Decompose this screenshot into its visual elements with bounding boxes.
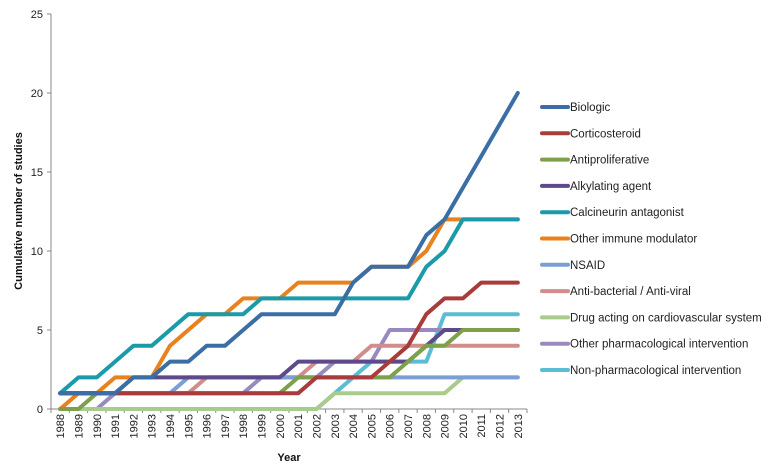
- legend-label-anti-bacterial-anti-viral: Anti-bacterial / Anti-viral: [570, 286, 691, 298]
- legend-label-drug-acting-on-cardiovascular-system: Drug acting on cardiovascular system: [570, 312, 762, 324]
- x-tick-label: 1988: [55, 414, 67, 438]
- x-tick-label: 2000: [275, 414, 287, 438]
- x-tick-label: 2013: [513, 414, 525, 438]
- series-lines: [58, 91, 520, 411]
- series-line-corticosteroid: [58, 280, 520, 396]
- x-tick-label: 1994: [165, 414, 177, 438]
- y-tick-label: 20: [31, 88, 43, 100]
- y-tick-label: 0: [37, 404, 43, 416]
- y-axis-title: Cumulative number of studies: [13, 132, 25, 290]
- x-tick-label: 1999: [257, 414, 269, 438]
- y-tick-label: 25: [31, 9, 43, 21]
- x-tick-label: 2005: [366, 414, 378, 438]
- legend-label-nsaid: NSAID: [570, 260, 605, 272]
- x-tick-label: 2006: [385, 414, 397, 438]
- legend-label-corticosteroid: Corticosteroid: [570, 128, 641, 140]
- x-tick-label: 1992: [128, 414, 140, 438]
- x-tick-label: 1998: [238, 414, 250, 438]
- x-tick-label: 2007: [403, 414, 415, 438]
- x-tick-label: 1996: [202, 414, 214, 438]
- x-tick-label: 1993: [147, 414, 159, 438]
- x-tick-label: 2001: [293, 414, 305, 438]
- legend-label-other-pharmacological-intervention: Other pharmacological intervention: [570, 339, 748, 351]
- legend-label-calcineurin-antagonist: Calcineurin antagonist: [570, 207, 685, 219]
- y-tick-label: 5: [37, 325, 43, 337]
- y-tick-label: 10: [31, 246, 43, 258]
- x-tick-label: 2012: [495, 414, 507, 438]
- x-tick-label: 2010: [458, 414, 470, 438]
- y-tick-label: 15: [31, 167, 43, 179]
- x-tick-label: 2009: [440, 414, 452, 438]
- legend-label-antiproliferative: Antiproliferative: [570, 155, 649, 167]
- series-line-drug-acting-on-cardiovascular-system: [58, 375, 520, 411]
- x-axis-title: Year: [277, 452, 301, 464]
- x-tick-label: 1989: [73, 414, 85, 438]
- x-tick-label: 1997: [220, 414, 232, 438]
- series-line-calcineurin-antagonist: [58, 217, 520, 396]
- legend: Biologic Corticosteroid Antiproliferative A…: [540, 102, 762, 377]
- x-tick-label: 1991: [110, 414, 122, 438]
- x-tick-label: 2011: [476, 414, 488, 438]
- x-tick-label: 2003: [330, 414, 342, 438]
- x-tick-label: 2008: [421, 414, 433, 438]
- x-tick-label: 2002: [311, 414, 323, 438]
- x-tick-label: 2004: [348, 414, 360, 438]
- legend-label-other-immune-modulator: Other immune modulator: [570, 234, 697, 246]
- x-tick-label: 1990: [92, 414, 104, 438]
- legend-label-biologic: Biologic: [570, 102, 611, 114]
- series-line-biologic: [58, 91, 520, 396]
- y-axis-ticks: 0 5 10 15 20 25: [31, 9, 51, 416]
- x-tick-label: 1995: [183, 414, 195, 438]
- x-axis-ticks: 1988 1989 1990 1991 1992 1993 1994 1995 1996 1997…: [50, 409, 528, 438]
- legend-label-alkylating-agent: Alkylating agent: [570, 181, 652, 193]
- legend-label-non-pharmacological-intervention: Non-pharmacological intervention: [570, 365, 741, 377]
